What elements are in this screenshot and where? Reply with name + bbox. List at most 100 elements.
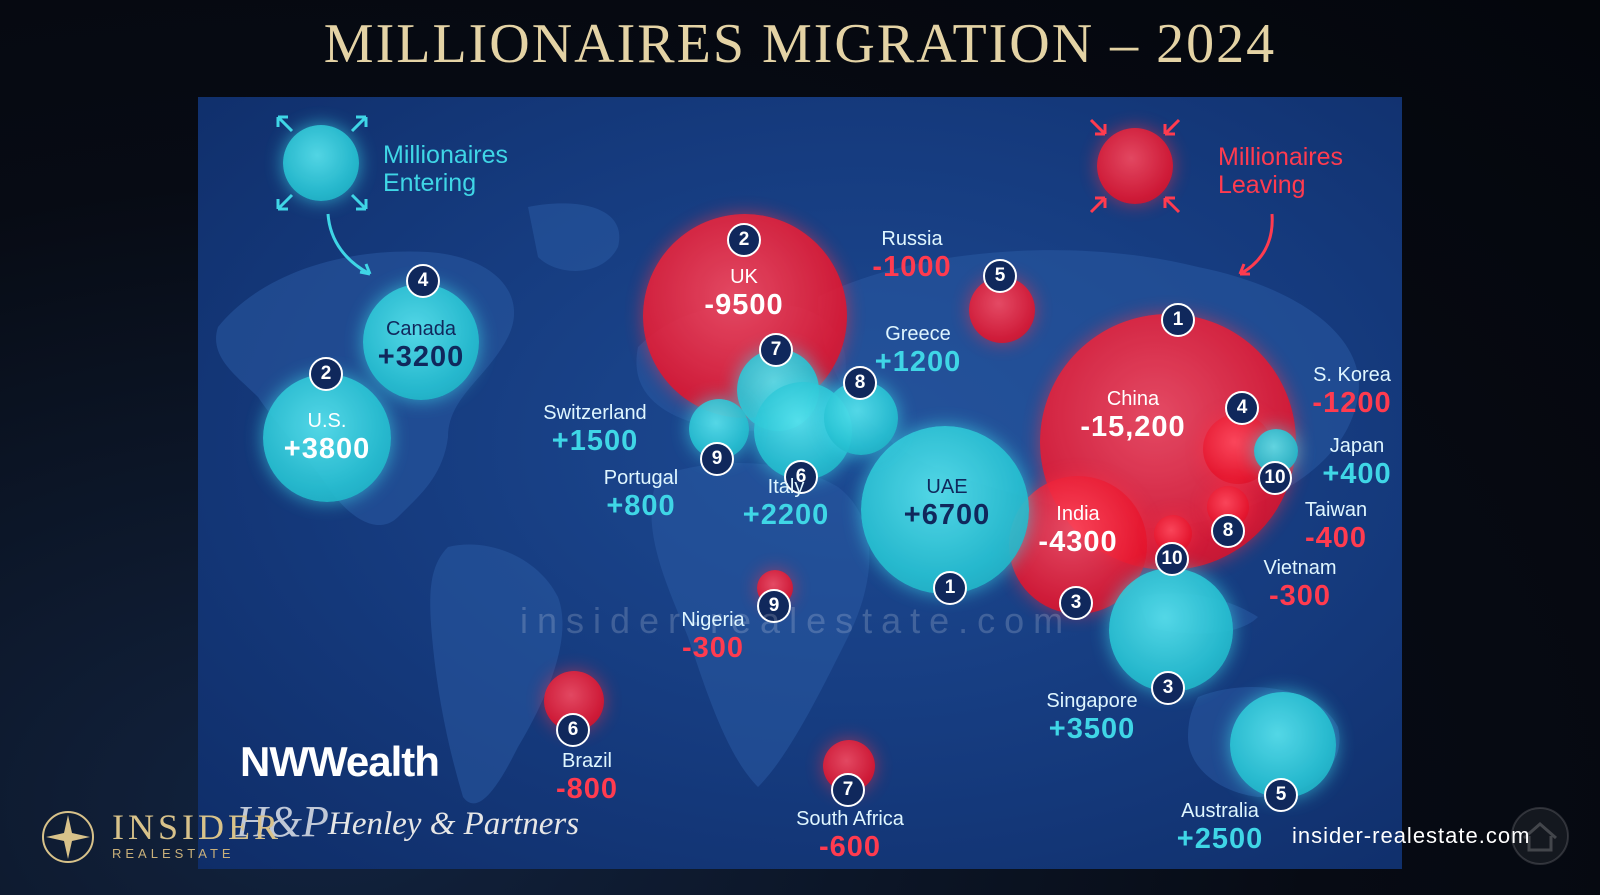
canada-bubble xyxy=(363,284,479,400)
uae-value: +6700 xyxy=(903,499,991,531)
australia-label: Australia +2500 xyxy=(1177,800,1263,856)
switzerland-value: +1500 xyxy=(551,425,639,457)
rank-badge-greece: 8 xyxy=(843,366,877,400)
legend-entering-label: Millionaires Entering xyxy=(383,141,509,197)
rank-badge-nigeria: 9 xyxy=(757,589,791,623)
china-name: China xyxy=(1106,388,1160,410)
japan-value: +400 xyxy=(1322,458,1392,490)
uae-name: UAE xyxy=(926,476,968,498)
realestate-logo-text: REALESTATE xyxy=(112,846,235,861)
taiwan-label: Taiwan -400 xyxy=(1305,499,1367,555)
skorea-label: S. Korea -1200 xyxy=(1312,364,1391,420)
legend-entering-arrows-icon xyxy=(276,115,368,211)
rank-badge-singapore: 3 xyxy=(1151,671,1185,705)
vietnam-value: -300 xyxy=(1268,580,1332,612)
brazil-label: Brazil -800 xyxy=(556,750,618,806)
site-url: insider-realestate.com xyxy=(1292,823,1531,848)
page-title: MILLIONAIRES MIGRATION – 2024 xyxy=(323,13,1277,75)
uae-label: UAE +6700 xyxy=(904,476,990,532)
watermark: insider-realestate.com xyxy=(520,600,1073,641)
portugal-value: +800 xyxy=(606,490,676,522)
henley-monogram-logo: H&P xyxy=(236,797,329,846)
nwwealth-logo: NWWealth xyxy=(240,738,440,785)
singapore-name: Singapore xyxy=(1046,690,1138,712)
australia-value: +2500 xyxy=(1176,823,1264,855)
home-icon xyxy=(1511,807,1569,865)
legend-leaving-arrows-icon xyxy=(1089,118,1181,214)
italy-value: +2200 xyxy=(742,499,830,531)
skorea-name: S. Korea xyxy=(1313,364,1391,386)
rank-badge-italy: 6 xyxy=(784,460,818,494)
uk-value: -9500 xyxy=(704,289,784,321)
nigeria-name: Nigeria xyxy=(681,609,745,631)
rank-badge-japan: 10 xyxy=(1258,461,1292,495)
rank-badge-uae: 1 xyxy=(933,571,967,605)
taiwan-name: Taiwan xyxy=(1304,499,1368,521)
rank-badge-taiwan: 8 xyxy=(1211,514,1245,548)
insider-star-icon xyxy=(42,811,94,863)
legend-entering-bubble xyxy=(283,125,359,201)
southafrica-name: South Africa xyxy=(796,808,904,830)
italy-label: Italy +2200 xyxy=(743,476,829,532)
insider-logo-text: INSIDER xyxy=(112,807,282,847)
uae-bubble xyxy=(861,426,1029,594)
us-bubble xyxy=(263,374,391,502)
rank-badge-uk: 2 xyxy=(727,223,761,257)
india-label: India -4300 xyxy=(1038,503,1117,559)
greece-label: Greece +1200 xyxy=(875,323,961,379)
rank-badge-brazil: 6 xyxy=(556,713,590,747)
singapore-label: Singapore +3500 xyxy=(1046,690,1137,746)
nigeria-label: Nigeria -300 xyxy=(681,609,744,665)
greece-value: +1200 xyxy=(874,346,962,378)
switzerland-name: Switzerland xyxy=(543,402,647,424)
rank-badge-canada: 4 xyxy=(406,264,440,298)
rank-badge-southafrica: 7 xyxy=(831,773,865,807)
legend-entering-arrow-icon xyxy=(326,213,372,276)
vietnam-label: Vietnam -300 xyxy=(1263,557,1336,613)
legend-leaving-label: Millionaires Leaving xyxy=(1218,143,1344,199)
rank-badge-us: 2 xyxy=(309,357,343,391)
us-value: +3800 xyxy=(283,433,371,465)
us-label: U.S. +3800 xyxy=(284,410,370,466)
nigeria-value: -300 xyxy=(681,632,745,664)
canada-name: Canada xyxy=(385,318,457,340)
portugal-name: Portugal xyxy=(603,467,679,489)
us-name: U.S. xyxy=(307,410,347,432)
southafrica-value: -600 xyxy=(818,831,882,863)
taiwan-value: -400 xyxy=(1304,522,1368,554)
rank-badge-vietnam: 10 xyxy=(1155,542,1189,576)
russia-name: Russia xyxy=(881,228,943,250)
skorea-value: -1200 xyxy=(1312,387,1392,419)
legend-leaving-bubble xyxy=(1097,128,1173,204)
india-name: India xyxy=(1056,503,1100,525)
uk-name: UK xyxy=(730,266,758,288)
rank-badge-india: 3 xyxy=(1059,586,1093,620)
rank-badge-australia: 5 xyxy=(1264,778,1298,812)
southafrica-label: South Africa -600 xyxy=(796,808,904,864)
uk-label: UK -9500 xyxy=(704,266,783,322)
japan-name: Japan xyxy=(1329,435,1385,457)
vietnam-name: Vietnam xyxy=(1263,557,1337,579)
italy-name: Italy xyxy=(767,476,805,498)
rank-badge-uk-entering: 7 xyxy=(759,333,793,367)
russia-value: -1000 xyxy=(872,251,952,283)
switzerland-label: Switzerland +1500 xyxy=(543,402,646,458)
canada-label: Canada +3200 xyxy=(378,318,464,374)
rank-badge-russia: 5 xyxy=(983,259,1017,293)
brazil-value: -800 xyxy=(555,773,619,805)
legend-leaving-arrow-icon xyxy=(1238,213,1274,276)
china-value: -15,200 xyxy=(1080,411,1186,443)
china-label: China -15,200 xyxy=(1080,388,1185,444)
henley-partners-logo: Henley & Partners xyxy=(328,806,580,842)
greece-name: Greece xyxy=(885,323,951,345)
russia-label: Russia -1000 xyxy=(872,228,951,284)
portugal-label: Portugal +800 xyxy=(604,467,679,523)
canada-value: +3200 xyxy=(377,341,465,373)
singapore-value: +3500 xyxy=(1048,713,1136,745)
brazil-name: Brazil xyxy=(561,750,613,772)
australia-name: Australia xyxy=(1181,800,1259,822)
rank-badge-skorea: 4 xyxy=(1225,391,1259,425)
rank-badge-china: 1 xyxy=(1161,303,1195,337)
india-value: -4300 xyxy=(1038,526,1118,558)
rank-badge-switzerland: 9 xyxy=(700,442,734,476)
